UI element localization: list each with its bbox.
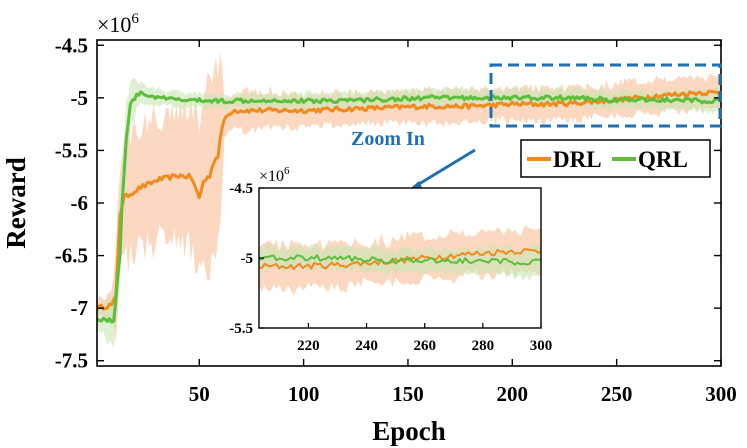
y-tick-label: -5.5: [55, 138, 88, 162]
x-tick-label: 250: [601, 382, 633, 406]
inset-lines: [259, 248, 541, 271]
zoom-arrow-line: [413, 148, 476, 189]
main-tick-labels: 50 100 150 200 250 300 -4.5 -5 -5.5 -6 -6.5 -7 -7.5: [55, 33, 737, 406]
inset-ticks: [259, 187, 542, 329]
x-tick-label: 150: [392, 382, 424, 406]
x-tick-label: 200: [497, 382, 529, 406]
x-tick-label: 300: [705, 382, 737, 406]
legend-label-qrl: QRL: [638, 147, 688, 172]
main-line-drl: [97, 89, 721, 311]
y-tick-label: -7.5: [55, 349, 88, 373]
inset-y-tick-label: -5.5: [229, 321, 253, 337]
inset-y-tick-label: -5: [241, 251, 254, 267]
y-tick-label: -6: [71, 191, 89, 215]
main-line-qrl: [97, 90, 721, 324]
y-tick-label: -7: [71, 296, 89, 320]
inset-x-tick-label: 280: [472, 338, 495, 354]
inset-line-qrl: [259, 254, 541, 266]
inset-tick-labels: 220 240 260 280 300 -4.5 -5 -5.5: [229, 181, 552, 354]
inset-chart: 220 240 260 280 300 -4.5 -5 -5.5 ×106: [229, 165, 552, 354]
main-bands: [97, 52, 721, 349]
inset-x-tick-label: 300: [530, 338, 553, 354]
inset-y-multiplier-exp: 6: [284, 165, 290, 177]
inset-x-tick-label: 220: [297, 338, 320, 354]
zoom-region-box: [489, 63, 722, 128]
y-tick-label: -6.5: [55, 244, 88, 268]
x-axis-label: Epoch: [372, 416, 446, 446]
y-multiplier-exp: 6: [131, 11, 139, 27]
legend: DRL QRL: [520, 139, 711, 178]
x-tick-label: 50: [189, 382, 210, 406]
y-axis-label: Reward: [1, 157, 31, 248]
y-multiplier: ×106: [97, 11, 139, 37]
main-ticks: [97, 40, 722, 366]
legend-label-drl: DRL: [553, 147, 602, 172]
inset-y-multiplier: ×106: [259, 165, 290, 185]
legend-box: [520, 139, 711, 178]
y-tick-label: -5: [71, 86, 89, 110]
main-band-drl: [97, 52, 721, 344]
main-lines: [97, 89, 721, 324]
y-tick-label: -4.5: [55, 33, 88, 57]
x-tick-label: 100: [288, 382, 320, 406]
inset-y-tick-label: -4.5: [229, 181, 253, 197]
inset-x-tick-label: 260: [413, 338, 436, 354]
main-band-qrl: [97, 77, 721, 349]
zoom-in-annotation: Zoom In: [351, 128, 425, 150]
inset-x-tick-label: 240: [355, 338, 378, 354]
